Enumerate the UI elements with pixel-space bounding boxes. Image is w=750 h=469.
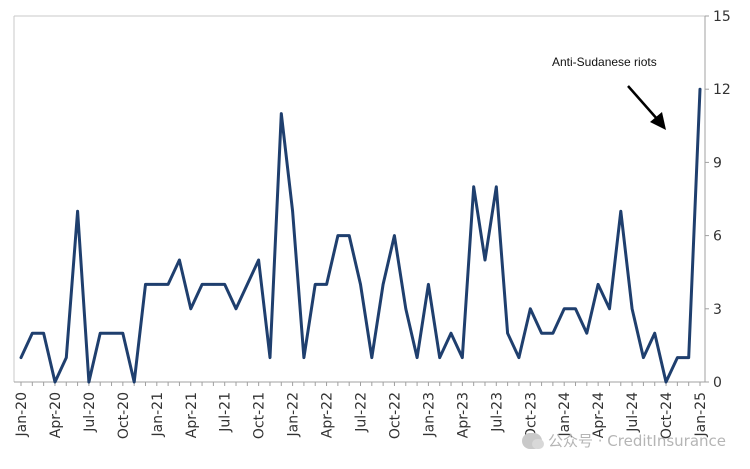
x-tick-label: Oct-20 xyxy=(116,392,132,439)
x-tick-label: Jul-23 xyxy=(489,392,505,433)
data-point xyxy=(359,283,362,286)
data-point xyxy=(53,380,57,384)
data-point xyxy=(31,332,34,335)
chart-ticks: 15 12 9 6 3 0 Jan-20 Apr-20 Jul-20 Oct-20 Jan-21 Ap… xyxy=(14,9,731,439)
data-point xyxy=(200,283,204,286)
data-point xyxy=(449,332,453,335)
data-point xyxy=(687,356,690,359)
x-tick-label: Jan-23 xyxy=(421,392,437,437)
data-point xyxy=(234,307,238,310)
data-point xyxy=(166,283,170,286)
data-point xyxy=(563,307,566,310)
data-point xyxy=(268,356,272,359)
data-point xyxy=(212,283,215,286)
data-point xyxy=(427,283,430,286)
x-tick-label: Apr-24 xyxy=(591,392,607,438)
x-tick-label: Jul-21 xyxy=(218,392,234,433)
data-point xyxy=(608,307,611,310)
data-point xyxy=(347,234,351,237)
x-tick-label: Jan-21 xyxy=(150,392,166,437)
x-tick-label: Apr-23 xyxy=(455,392,471,438)
data-point xyxy=(19,356,23,359)
data-point xyxy=(336,234,340,237)
data-point xyxy=(438,356,441,359)
data-point xyxy=(472,185,475,188)
data-point xyxy=(483,258,487,262)
x-tick-label: Apr-20 xyxy=(48,392,64,438)
data-point xyxy=(189,307,192,310)
data-point xyxy=(76,210,79,213)
y-tick-label: 12 xyxy=(713,82,731,98)
data-point xyxy=(495,185,498,188)
data-point xyxy=(132,380,136,384)
y-tick-label: 15 xyxy=(713,9,731,25)
x-tick-label: Jan-25 xyxy=(693,392,709,437)
data-point xyxy=(517,356,521,359)
data-point xyxy=(540,332,543,335)
data-point xyxy=(246,283,249,286)
x-tick-label: Jul-22 xyxy=(354,392,370,433)
data-point xyxy=(144,283,147,286)
data-point xyxy=(551,332,555,335)
data-point xyxy=(302,356,306,359)
watermark-text: 公众号 · CreditInsurance xyxy=(547,432,726,450)
x-tick-label: Oct-22 xyxy=(387,392,403,439)
x-tick-label: Oct-21 xyxy=(252,392,268,439)
data-point xyxy=(619,210,622,213)
x-tick-label: Jul-20 xyxy=(82,392,98,433)
chart-axes xyxy=(13,15,706,383)
y-tick-label: 6 xyxy=(713,229,722,245)
x-tick-label: Oct-23 xyxy=(523,392,539,439)
data-point xyxy=(653,332,656,335)
data-point xyxy=(110,332,113,335)
x-tick-label: Apr-21 xyxy=(184,392,200,438)
y-tick-label: 3 xyxy=(713,302,722,318)
data-point xyxy=(506,332,509,335)
data-point xyxy=(461,356,464,359)
data-point xyxy=(65,356,68,359)
data-point xyxy=(529,307,532,310)
data-point xyxy=(381,283,385,286)
data-point xyxy=(223,283,226,286)
x-tick-label: Apr-22 xyxy=(320,392,336,438)
watermark: 公众号 · CreditInsurance xyxy=(521,430,726,451)
data-point xyxy=(121,332,125,335)
data-point xyxy=(257,258,260,262)
annotation-arrow xyxy=(627,85,666,130)
data-point xyxy=(585,332,589,335)
data-point xyxy=(370,356,374,359)
data-point xyxy=(596,283,600,286)
x-tick-label: Jan-24 xyxy=(557,392,573,438)
data-point xyxy=(325,283,328,286)
data-point xyxy=(291,210,294,213)
data-point xyxy=(42,332,45,335)
data-point xyxy=(698,88,702,91)
y-tick-label: 9 xyxy=(713,155,722,171)
data-point xyxy=(280,112,283,115)
data-point xyxy=(574,307,577,310)
data-point xyxy=(178,258,181,262)
data-point xyxy=(393,234,396,237)
data-point xyxy=(314,283,317,286)
data-point xyxy=(415,356,419,359)
x-tick-label: Jan-20 xyxy=(14,392,30,437)
x-tick-label: Oct-24 xyxy=(659,392,675,439)
data-point xyxy=(664,380,668,384)
series-points xyxy=(19,88,702,384)
data-point xyxy=(630,307,634,310)
data-point xyxy=(404,307,407,310)
data-point xyxy=(676,356,679,359)
series-line xyxy=(19,87,702,384)
annotation-label: Anti-Sudanese riots xyxy=(552,55,657,69)
data-point xyxy=(99,332,102,335)
data-point xyxy=(642,356,645,359)
y-tick-label: 0 xyxy=(713,375,722,391)
wechat-icon xyxy=(521,432,544,449)
x-tick-label: Jul-24 xyxy=(625,392,641,433)
data-point xyxy=(87,380,91,384)
data-point xyxy=(155,283,158,286)
x-tick-label: Jan-22 xyxy=(286,392,302,437)
